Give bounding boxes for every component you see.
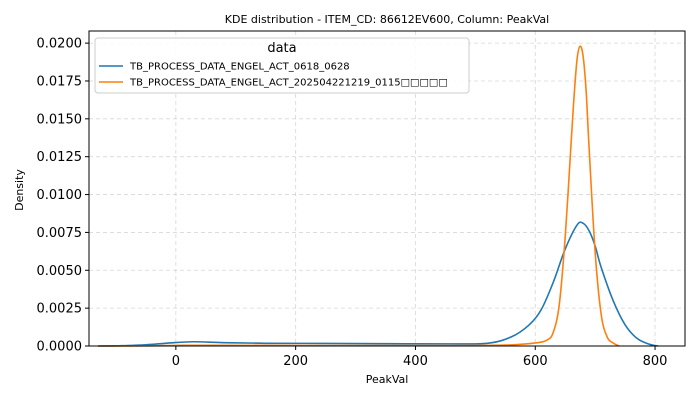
y-tick-label: 0.0000 (37, 340, 83, 355)
x-axis: 0 200 400 600 800 (172, 346, 668, 369)
y-axis: 0.0000 0.0025 0.0050 0.0075 0.0100 0.0125 0.01… (37, 37, 89, 355)
y-tick-label: 0.0075 (37, 226, 83, 241)
legend-title: data (267, 41, 296, 56)
y-tick-label: 0.0050 (37, 264, 83, 279)
y-tick-label: 0.0150 (37, 112, 83, 127)
x-tick-label: 0 (172, 354, 180, 369)
y-tick-label: 0.0025 (37, 302, 83, 317)
x-tick-label: 800 (643, 354, 668, 369)
y-tick-label: 0.0125 (37, 150, 83, 165)
y-tick-label: 0.0100 (37, 188, 83, 203)
y-tick-label: 0.0175 (37, 74, 83, 89)
legend: data TB_PROCESS_DATA_ENGEL_ACT_0618_0628… (94, 37, 470, 94)
series-line-2 (97, 45, 620, 347)
legend-entry-series-1: TB_PROCESS_DATA_ENGEL_ACT_0618_0628 (129, 62, 350, 73)
y-tick-label: 0.0200 (37, 37, 83, 52)
legend-box (94, 37, 470, 94)
series-lines (97, 45, 659, 347)
plot-frame (88, 30, 686, 347)
x-axis-label: PeakVal (366, 373, 409, 386)
y-axis-label: Density (13, 169, 26, 211)
chart-title: KDE distribution - ITEM_CD: 86612EV600, … (225, 13, 549, 26)
legend-entry-series-2: TB_PROCESS_DATA_ENGEL_ACT_202504221219_0… (129, 78, 448, 89)
x-tick-label: 200 (283, 354, 308, 369)
series-line-1 (97, 221, 659, 347)
x-tick-label: 600 (523, 354, 548, 369)
x-tick-label: 400 (403, 354, 428, 369)
